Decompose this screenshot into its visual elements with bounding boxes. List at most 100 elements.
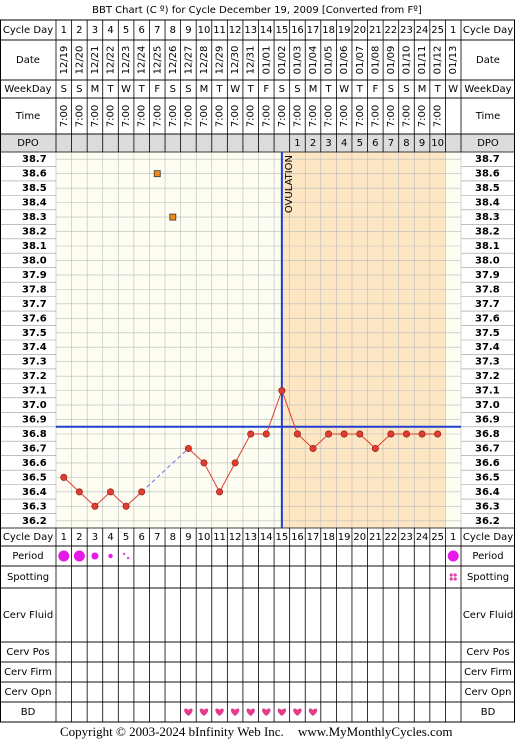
y-tick-label: 37.7 [22, 299, 47, 310]
y-tick-label: 37.4 [22, 342, 47, 353]
cycle_day-cell: 5 [123, 25, 129, 36]
cycle_day-cell: 14 [260, 532, 273, 543]
y-tick-label: 38.0 [22, 255, 47, 266]
weekday-cell: F [263, 84, 269, 95]
cycle_day-cell: 17 [307, 25, 320, 36]
date-cell: 01/09 [386, 46, 397, 75]
weekday-cell: S [279, 84, 285, 95]
temperature-point [387, 430, 395, 438]
row-label: Time [475, 111, 500, 122]
y-tick-label: 38.5 [475, 183, 500, 194]
date-cell: 12/29 [215, 46, 226, 75]
cycle_day-cell: 8 [170, 25, 176, 36]
cycle_day-cell: 9 [185, 25, 191, 36]
time-cell: 7:00 [152, 105, 163, 127]
row-background [0, 134, 515, 152]
cycle_day-cell: 16 [291, 25, 304, 36]
time-cell: 7:00 [308, 105, 319, 127]
cycle_day-cell: 6 [138, 25, 144, 36]
y-tick-label: 37.9 [22, 270, 47, 281]
y-tick-label: 38.0 [475, 255, 500, 266]
spotting-dot [449, 577, 453, 581]
cycle_day-cell: 5 [123, 532, 129, 543]
time-cell: 7:00 [199, 105, 210, 127]
weekday-cell: F [372, 84, 378, 95]
gap-connector [141, 448, 189, 493]
y-tick-label: 37.1 [475, 386, 500, 397]
y-tick-label: 36.2 [22, 516, 47, 527]
weekday-cell: F [154, 84, 160, 95]
y-tick-label: 37.1 [22, 386, 47, 397]
row-label: Cerv Opn [465, 687, 512, 698]
bd-heart [184, 708, 193, 716]
weekday-cell: M [91, 84, 100, 95]
period-dot [58, 550, 70, 562]
date-cell: 12/28 [199, 46, 210, 75]
date-cell: 12/31 [246, 46, 257, 75]
weekday-cell: W [339, 84, 349, 95]
cycle_day-cell: 2 [76, 532, 82, 543]
cycle_day-cell: 19 [338, 532, 351, 543]
cycle_day-cell: 7 [154, 25, 160, 36]
spotting-dot [453, 573, 457, 577]
temperature-point [325, 430, 333, 438]
time-cell: 7:00 [230, 105, 241, 127]
time-cell: 7:00 [183, 105, 194, 127]
row-label: Period [472, 551, 503, 562]
cycle_day-cell: 1 [61, 25, 67, 36]
cycle_day-cell: 23 [400, 25, 413, 36]
row-label: Cerv Opn [5, 687, 52, 698]
y-tick-label: 36.6 [22, 458, 47, 469]
weekday-cell: T [106, 84, 114, 95]
y-tick-label: 36.8 [22, 429, 47, 440]
date-cell: 01/13 [448, 46, 459, 75]
cycle_day-cell: 11 [213, 532, 226, 543]
y-tick-label: 37.6 [475, 313, 500, 324]
y-tick-label: 38.7 [475, 154, 500, 165]
date-cell: 12/25 [152, 46, 163, 75]
excluded-temperature [153, 170, 161, 178]
weekday-cell: S [388, 84, 394, 95]
y-tick-label: 38.1 [22, 241, 47, 252]
cycle_day-cell: 23 [400, 532, 413, 543]
cycle_day-cell: 20 [353, 532, 366, 543]
dpo-cell: 5 [357, 138, 363, 149]
weekday-cell: T [216, 84, 224, 95]
date-cell: 12/19 [59, 46, 70, 75]
y-tick-label: 36.5 [475, 472, 500, 483]
y-tick-label: 38.3 [475, 212, 500, 223]
weekday-cell: S [170, 84, 176, 95]
temperature-point [107, 488, 115, 496]
weekday-cell: T [356, 84, 364, 95]
cycle_day-cell: 1 [450, 25, 456, 36]
temperature-point [434, 430, 442, 438]
weekday-cell: M [309, 84, 318, 95]
temperature-point [75, 488, 83, 496]
cycle_day-cell: 3 [92, 532, 98, 543]
y-tick-label: 38.4 [475, 198, 500, 209]
chart-title: BBT Chart (C º) for Cycle December 19, 2… [92, 5, 422, 16]
date-cell: 12/27 [183, 46, 194, 75]
cycle_day-cell: 24 [416, 532, 429, 543]
row-label: Cerv Firm [4, 667, 52, 678]
row-label: Period [12, 551, 43, 562]
y-tick-label: 38.5 [22, 183, 47, 194]
date-cell: 12/22 [106, 46, 117, 75]
y-tick-label: 36.6 [475, 458, 500, 469]
time-cell: 7:00 [137, 105, 148, 127]
cycle_day-cell: 1 [450, 532, 456, 543]
time-cell: 7:00 [370, 105, 381, 127]
temperature-point [122, 502, 130, 510]
weekday-cell: M [418, 84, 427, 95]
weekday-cell: S [403, 84, 409, 95]
dpo-cell: 4 [341, 138, 347, 149]
temperature-point [309, 444, 317, 452]
time-cell: 7:00 [277, 105, 288, 127]
row-label: Cycle Day [463, 532, 513, 543]
weekday-cell: S [76, 84, 82, 95]
bd-heart [277, 708, 287, 716]
temperature-point [91, 502, 99, 510]
period-dot [447, 550, 459, 562]
y-tick-label: 37.3 [475, 357, 500, 368]
